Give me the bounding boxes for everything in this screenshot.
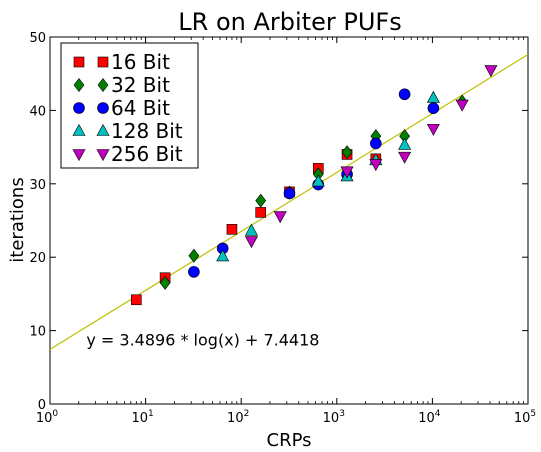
data-point-128-bit-1 — [244, 223, 258, 236]
data-point-256-bit-2 — [340, 166, 354, 179]
data-point-16-bit-3 — [255, 207, 267, 218]
data-point-32-bit-5 — [341, 145, 353, 160]
y-tick-label-5: 50 — [29, 31, 46, 46]
x-tick-base: 10 — [418, 411, 435, 426]
fit-layer — [49, 53, 529, 350]
x-tick-exponent: 0 — [52, 409, 58, 419]
x-tick-base: 10 — [514, 411, 531, 426]
x-tick-base: 10 — [36, 411, 53, 426]
fit-line — [49, 53, 529, 350]
x-tick-label-0: 100 — [36, 409, 59, 426]
x-tick-exponent: 2 — [244, 409, 250, 419]
data-point-64-bit-6 — [398, 88, 411, 101]
chart-title: LR on Arbiter PUFs — [178, 8, 401, 36]
x-tick-label-4: 104 — [418, 409, 441, 426]
data-point-128-bit-0 — [216, 249, 230, 262]
data-point-256-bit-4 — [398, 151, 412, 164]
data-point-64-bit-5 — [370, 137, 382, 150]
x-tick-label-5: 105 — [514, 409, 536, 426]
x-tick-base: 10 — [131, 411, 148, 426]
data-point-128-bit-2 — [311, 174, 325, 187]
x-tick-label-1: 101 — [131, 409, 153, 426]
legend-label-128-bit: 128 Bit — [111, 119, 183, 143]
data-point-64-bit-2 — [283, 187, 296, 200]
legend-label-256-bit: 256 Bit — [111, 142, 183, 166]
data-point-256-bit-5 — [426, 123, 440, 136]
y-axis-label: iterations — [7, 177, 28, 262]
data-point-64-bit-0 — [188, 266, 200, 278]
x-tick-label-3: 103 — [323, 409, 345, 426]
data-point-256-bit-7 — [484, 65, 498, 78]
data-point-32-bit-0 — [159, 275, 171, 290]
data-point-128-bit-6 — [426, 90, 440, 103]
legend-marker-32-bit-a — [73, 78, 85, 92]
legend-marker-128-bit-b — [96, 123, 110, 136]
y-tick-label-0: 0 — [38, 398, 46, 413]
x-tick-base: 10 — [227, 411, 244, 426]
data-point-256-bit-0 — [244, 236, 258, 249]
x-tick-exponent: 5 — [530, 409, 536, 419]
legend-marker-64-bit-a — [73, 102, 85, 114]
legend-marker-256-bit-a — [72, 149, 86, 162]
data-point-256-bit-1 — [273, 211, 287, 224]
legend-marker-32-bit-b — [97, 78, 109, 92]
y-tick-label-3: 30 — [29, 178, 46, 193]
data-point-32-bit-2 — [255, 193, 267, 208]
legend-marker-128-bit-a — [72, 123, 86, 136]
x-tick-base: 10 — [323, 411, 340, 426]
legend-label-64-bit: 64 Bit — [111, 96, 170, 120]
legend-marker-16-bit-a — [73, 56, 85, 68]
data-point-16-bit-0 — [131, 294, 142, 306]
data-point-64-bit-7 — [427, 102, 440, 114]
x-tick-exponent: 3 — [339, 409, 345, 419]
marks-layer — [131, 65, 498, 306]
x-tick-exponent: 1 — [148, 409, 154, 419]
x-tick-label-2: 102 — [227, 409, 249, 426]
legend-marker-256-bit-b — [96, 149, 110, 162]
x-tick-exponent: 4 — [435, 409, 441, 419]
legend-label-16-bit: 16 Bit — [111, 50, 170, 74]
data-point-128-bit-5 — [398, 137, 412, 150]
legend-marker-16-bit-b — [97, 56, 109, 68]
data-point-32-bit-1 — [188, 248, 200, 263]
x-axis-label: CRPs — [267, 430, 312, 451]
y-tick-label-2: 20 — [29, 251, 46, 266]
y-tick-label-1: 10 — [29, 325, 46, 340]
data-point-256-bit-6 — [455, 99, 469, 112]
legend-label-32-bit: 32 Bit — [111, 73, 170, 97]
y-tick-label-4: 40 — [29, 104, 46, 119]
fit-equation-annotation: y = 3.4896 * log(x) + 7.4418 — [86, 330, 319, 349]
data-point-16-bit-2 — [226, 224, 238, 235]
legend-marker-64-bit-b — [97, 102, 109, 114]
data-point-256-bit-3 — [369, 159, 383, 172]
